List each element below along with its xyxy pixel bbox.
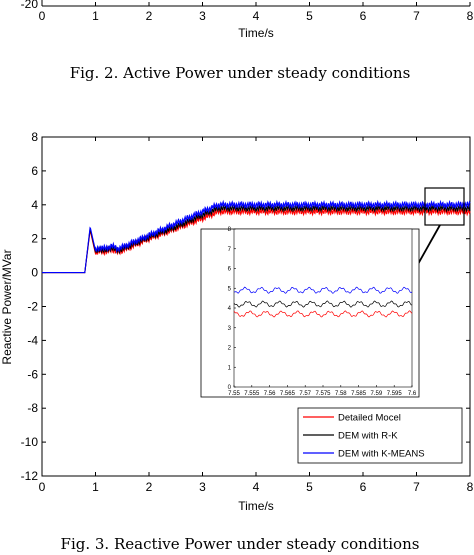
zoom-region-box [424,187,465,226]
fig2-caption: Fig. 2. Active Power under steady condit… [70,64,411,82]
y-tick-label: 8 [31,130,38,144]
fig2-xticks: 0 1 2 3 4 5 6 7 8 [39,2,474,23]
series-line-2 [42,199,471,274]
inset-series-line-2 [233,286,413,294]
inset-y-tick-label: 5 [228,286,232,292]
y-tick-label: -6 [27,367,38,381]
inset-x-tick-label: 7.565 [280,391,296,397]
x-tick-label: 0 [39,480,46,494]
inset-series-line-0 [233,310,413,318]
legend-label-1: DEM with R-K [338,431,398,442]
legend-label-0: Detailed Mocel [338,413,401,424]
fig2-x-tick-label: 6 [360,9,367,23]
inset-series-lines [233,286,413,318]
inset-series-line-1 [233,300,413,308]
inset-x-tick-label: 7.55 [228,391,240,397]
legend-label-2: DEM with K-MEANS [338,449,425,460]
reactive-power-chart: 8 6 4 2 0 -2 -4 -6 -8 -10 -12 0 1 2 3 4 5 6 7 8 Time/s Rea… [0,130,474,513]
x-tick-label: 5 [306,480,313,494]
y-tick-label: 0 [31,266,38,280]
fig2-x-tick-label: 5 [306,9,313,23]
inset-x-tick-label: 7.575 [315,391,331,397]
inset-x-tick-label: 7.59 [371,391,383,397]
x-tick-label: 6 [360,480,367,494]
x-tick-labels: 0 1 2 3 4 5 6 7 8 [39,137,474,494]
inset-y-tick-label: 0 [228,385,232,391]
x-tick-label: 1 [92,480,99,494]
y-tick-label: 4 [31,198,38,212]
inset-x-tick-labels: 7.55 7.555 7.56 7.565 7.57 7.575 7.58 7.585 7.59… [228,385,417,397]
x-tick-label: 3 [199,480,206,494]
y-tick-labels: 8 6 4 2 0 -2 -4 -6 -8 -10 -12 [21,130,470,483]
inset-y-tick-label: 6 [228,267,232,273]
fig2-xlabel: Time/s [238,26,274,40]
x-axis-label: Time/s [238,499,274,513]
y-axis-label: Reactive Power/MVar [0,249,14,364]
inset-x-tick-label: 7.595 [387,391,403,397]
x-tick-label: 7 [413,480,420,494]
y-tick-label: -12 [21,469,39,483]
inset-x-tick-label: 7.6 [408,391,417,397]
x-tick-label: 4 [253,480,260,494]
x-tick-label: 2 [146,480,153,494]
legend: Detailed Mocel DEM with R-K DEM with K-MEA… [297,407,463,464]
inset-x-tick-label: 7.57 [299,391,311,397]
fig2-x-tick-label: 7 [413,9,420,23]
legend-items: Detailed Mocel DEM with R-K DEM with K-MEA… [303,413,425,460]
y-tick-label: -4 [27,333,38,347]
inset-x-tick-label: 7.585 [351,391,367,397]
inset-x-tick-label: 7.555 [244,391,260,397]
y-tick-label: 2 [31,232,38,246]
inset-frame [233,228,413,388]
inset-y-tick-label: 1 [228,365,232,371]
inset-y-tick-label: 4 [228,306,232,312]
inset-y-tick-labels: 8 7 6 5 4 3 2 1 0 [228,227,236,391]
fig2-partial-ytick: -20 [21,0,39,11]
fig3-caption: Fig. 3. Reactive Power under steady cond… [61,535,420,553]
y-tick-label: -2 [27,300,38,314]
y-tick-label: -10 [21,435,39,449]
fig2-x-tick-label: 2 [146,9,153,23]
series-lines [42,199,471,274]
inset-y-tick-label: 8 [228,227,232,233]
fig2-x-tick-label: 1 [92,9,99,23]
inset-x-tick-label: 7.56 [264,391,276,397]
x-tick-label: 8 [467,480,474,494]
inset-y-tick-label: 2 [228,346,232,352]
y-tick-label: 6 [31,164,38,178]
fig2-x-tick-label: 4 [253,9,260,23]
inset-x-tick-label: 7.58 [335,391,347,397]
y-tick-label: -8 [27,401,38,415]
fig2-x-tick-label: 8 [467,9,474,23]
fig2-x-tick-label: 0 [39,9,46,23]
inset-y-tick-label: 3 [228,326,232,332]
fig2-x-tick-label: 3 [199,9,206,23]
inset-y-tick-label: 7 [228,247,232,253]
fig2-remnant: -20 0 1 2 3 4 5 6 7 8 Time/s [21,0,474,40]
